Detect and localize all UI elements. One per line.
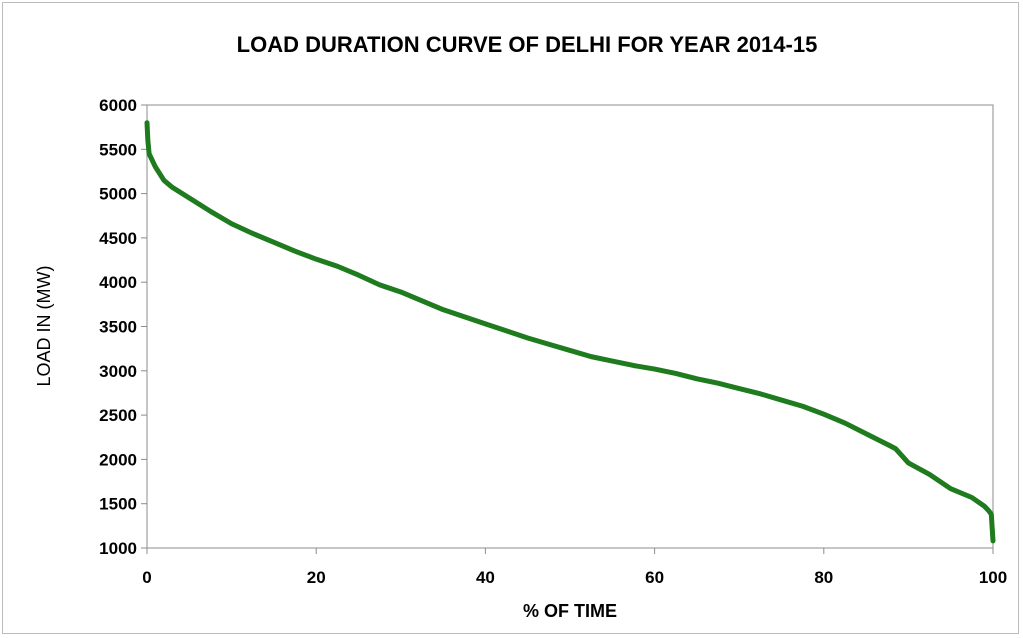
x-tick-label: 0 (142, 568, 151, 587)
x-axis: 0 20 40 60 80 100 (142, 548, 1007, 587)
y-tick-label: 6000 (99, 96, 137, 115)
chart-title: LOAD DURATION CURVE OF DELHI FOR YEAR 20… (237, 32, 818, 57)
x-tick-label: 60 (645, 568, 664, 587)
y-tick-label: 2000 (99, 450, 137, 469)
y-axis: 1000 1500 2000 2500 3000 3500 4000 4500 5000 5500… (99, 96, 147, 558)
plot-area (146, 104, 994, 549)
series-layer (144, 120, 996, 544)
y-tick-label: 4000 (99, 273, 137, 292)
y-tick-label: 3500 (99, 318, 137, 337)
x-tick-label: 80 (814, 568, 833, 587)
x-tick-label: 100 (979, 568, 1007, 587)
x-tick-label: 40 (476, 568, 495, 587)
y-tick-label: 3000 (99, 362, 137, 381)
y-tick-label: 5000 (99, 185, 137, 204)
y-tick-label: 4500 (99, 229, 137, 248)
x-tick-label: 20 (307, 568, 326, 587)
y-axis-label: LOAD IN (MW) (34, 266, 54, 387)
y-tick-label: 1500 (99, 495, 137, 514)
y-tick-label: 5500 (99, 140, 137, 159)
x-axis-label: % OF TIME (523, 601, 617, 621)
y-tick-label: 2500 (99, 406, 137, 425)
load-duration-line (144, 120, 996, 544)
y-tick-label: 1000 (99, 539, 137, 558)
